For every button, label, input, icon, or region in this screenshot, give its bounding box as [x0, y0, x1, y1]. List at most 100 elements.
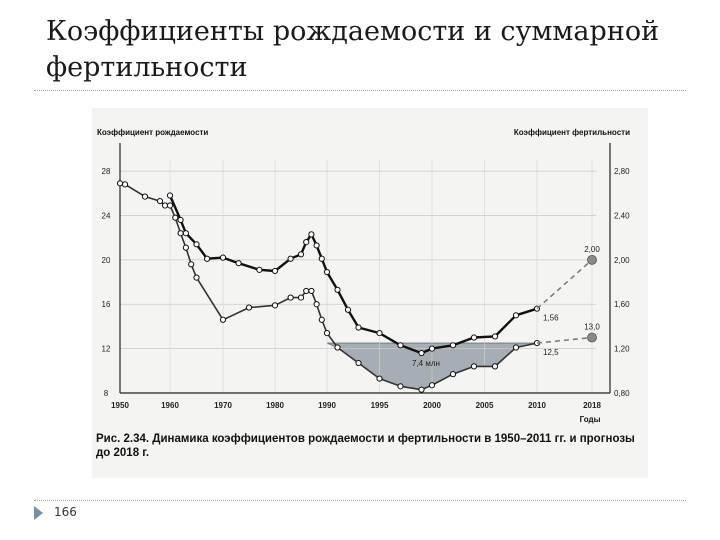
- forecast-point: [587, 254, 597, 265]
- forecast-label: 2,00: [584, 245, 600, 254]
- left-tick-label: 12: [102, 345, 111, 354]
- birth-rate-point: [172, 214, 179, 221]
- x-tick-label: 2000: [423, 401, 441, 410]
- top-divider: [34, 90, 686, 91]
- right-tick-label: 2,00: [614, 256, 630, 265]
- fertility-point: [428, 345, 436, 352]
- annotation-label: 12,5: [543, 348, 559, 357]
- right-tick-label: 1,60: [614, 300, 630, 309]
- birth-rate-point: [355, 359, 362, 367]
- x-tick-label: 1950: [111, 401, 129, 410]
- fertility-point: [334, 286, 341, 293]
- birth-rate-point: [428, 382, 436, 389]
- fertility-point: [397, 342, 404, 349]
- fertility-point: [449, 342, 457, 349]
- birth-rate-point: [376, 375, 383, 382]
- fertility-point: [271, 267, 279, 275]
- fertility-point: [512, 312, 520, 319]
- fertility-point: [193, 241, 200, 248]
- birth-rate-point: [177, 230, 184, 237]
- fertility-point: [313, 242, 320, 249]
- chart-figure-background: [92, 108, 648, 478]
- x-tick-label: 1980: [266, 401, 284, 410]
- birth-rate-point: [303, 287, 310, 295]
- fertility-point: [256, 266, 263, 273]
- x-tick-label: 2018: [583, 401, 601, 410]
- fertility-point: [323, 268, 331, 276]
- fertility-point: [219, 254, 227, 261]
- birth-rate-point: [308, 287, 315, 295]
- right-axis-title: Коэффициент фертильности: [514, 128, 630, 137]
- x-tick-label: 1995: [371, 401, 389, 410]
- left-tick-label: 20: [102, 256, 111, 265]
- right-tick-label: 2,40: [614, 211, 630, 220]
- birth-rate-point: [116, 180, 124, 187]
- chart-caption: Рис. 2.34. Динамика коэффициентов рождае…: [96, 433, 635, 459]
- birth-rate-point: [418, 386, 425, 393]
- left-tick-label: 8: [104, 389, 109, 398]
- x-tick-label: 1960: [161, 401, 179, 410]
- bottom-divider: [34, 500, 686, 501]
- birth-rate-point: [297, 294, 305, 301]
- fertility-point: [376, 329, 383, 337]
- x-tick-label: 1990: [318, 401, 336, 410]
- x-tick-label: 1970: [214, 401, 232, 410]
- birth-rate-point: [470, 363, 478, 370]
- forecast-line: [536, 259, 593, 310]
- annotation-label: 7,4 млн: [412, 359, 440, 368]
- fertility-point: [308, 231, 315, 238]
- fertility-point: [355, 324, 362, 331]
- birth-rate-point: [245, 304, 253, 311]
- left-tick-label: 28: [102, 167, 111, 176]
- birth-rate-point: [182, 244, 189, 251]
- fertility-series-line: [168, 195, 538, 355]
- birth-rate-point: [161, 202, 169, 209]
- fertility-point: [491, 333, 499, 340]
- fertility-point: [470, 334, 478, 341]
- forecast-point: [587, 332, 597, 343]
- fertility-point: [297, 251, 305, 258]
- left-tick-label: 16: [102, 300, 111, 309]
- fertility-point: [303, 239, 310, 246]
- birth-rate-point: [166, 202, 174, 209]
- birth-rate-point: [141, 193, 149, 200]
- birth-rate-point: [188, 261, 195, 268]
- birth-rate-point: [219, 316, 227, 323]
- fertility-point: [177, 216, 184, 224]
- annotation-label: 1,56: [543, 314, 559, 323]
- birth-rate-point: [193, 274, 200, 281]
- x-tick-label: 2010: [528, 401, 546, 410]
- fertility-point: [318, 255, 325, 262]
- right-tick-label: 2,80: [614, 167, 630, 176]
- forecast-label: 13,0: [584, 323, 600, 332]
- birth-rate-point: [156, 197, 164, 205]
- forecast-line: [536, 336, 593, 344]
- birth-rate-point: [397, 383, 404, 390]
- fertility-point: [418, 349, 425, 357]
- fertility-point: [287, 255, 294, 262]
- x-axis-title: Годы: [580, 415, 601, 424]
- birth-rate-point: [512, 344, 520, 351]
- left-tick-label: 24: [102, 211, 111, 220]
- fertility-point: [344, 306, 352, 313]
- fertility-point: [235, 260, 242, 267]
- birth-rate-point: [449, 371, 457, 378]
- page-arrow-icon: [34, 506, 43, 520]
- birth-rate-point: [318, 316, 325, 323]
- fertility-point: [182, 230, 189, 237]
- fertility-point: [166, 192, 174, 199]
- birth-rate-point: [287, 294, 294, 301]
- slide-title: Коэффициенты рождаемости и суммарной фер…: [46, 16, 660, 83]
- birth-rate-point: [323, 329, 331, 337]
- right-tick-label: 1,20: [614, 345, 630, 354]
- birth-rate-point: [491, 363, 499, 370]
- x-tick-label: 2005: [476, 401, 494, 410]
- birth-rate-point: [313, 301, 320, 308]
- birth-rate-point: [334, 344, 341, 351]
- right-tick-label: 0,80: [614, 389, 630, 398]
- left-axis-title: Коэффициент рождаемости: [97, 128, 208, 137]
- fertility-point: [204, 255, 211, 262]
- page-number: 166: [54, 505, 77, 519]
- birth-rate-point: [271, 302, 279, 309]
